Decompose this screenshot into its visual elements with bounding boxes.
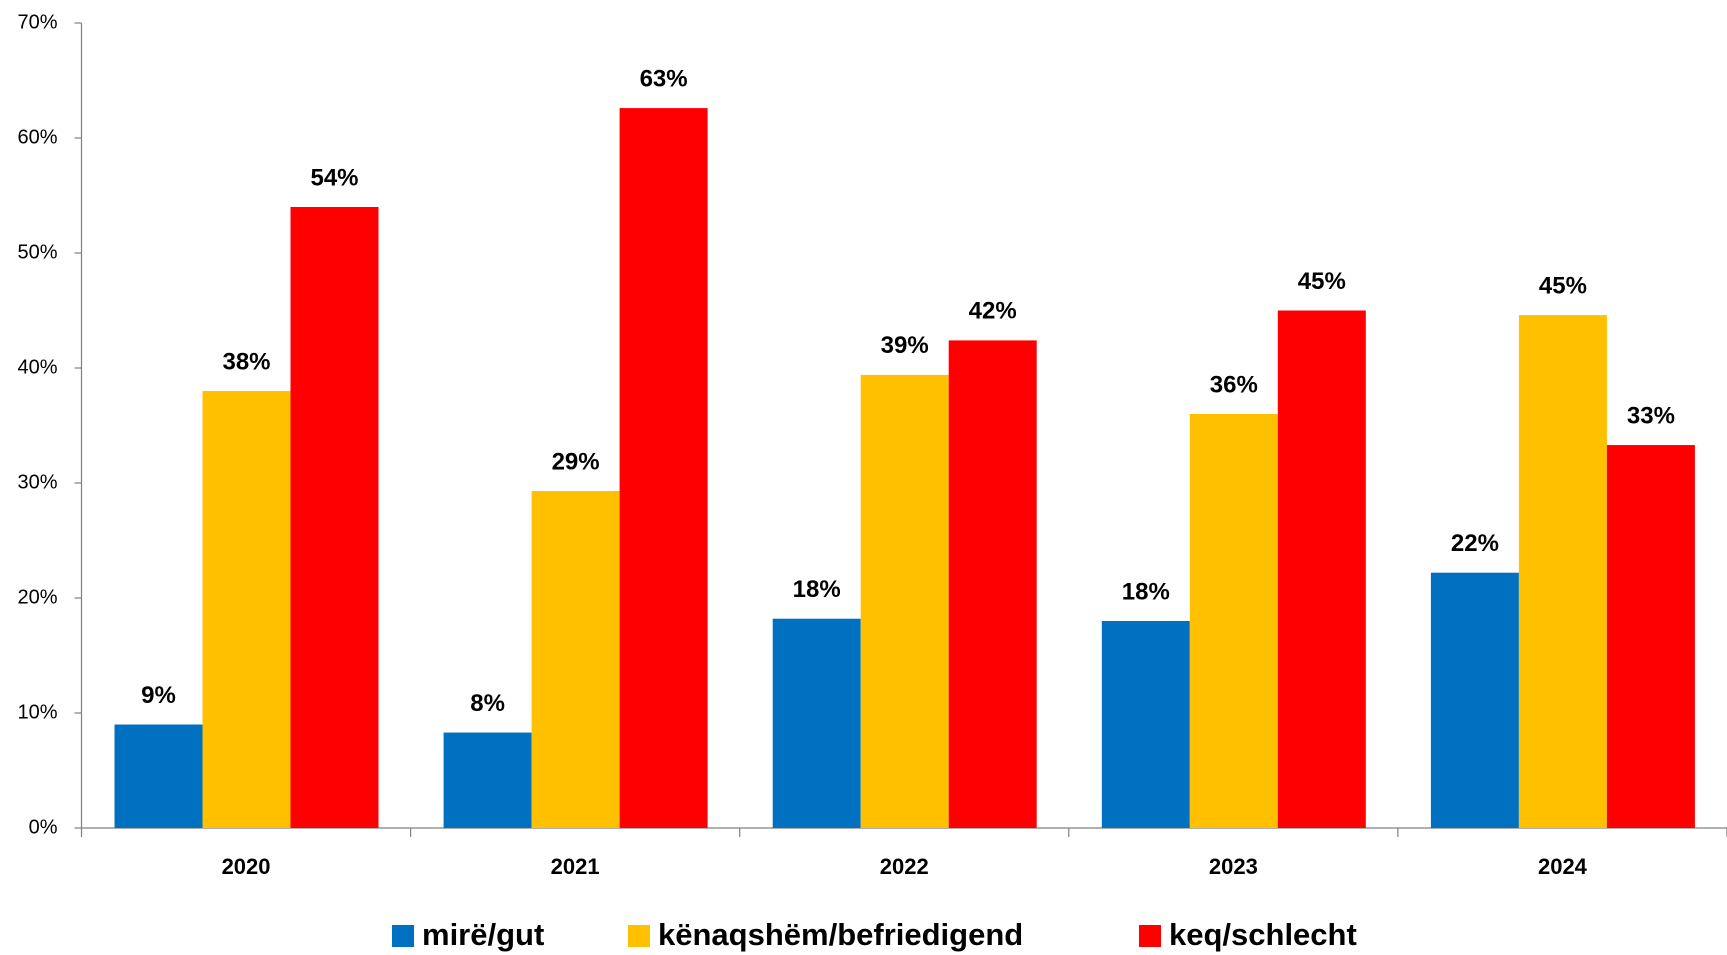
legend-label: kënaqshëm/befriedigend — [658, 917, 1023, 952]
data-label: 22% — [1451, 530, 1499, 557]
data-label: 45% — [1298, 268, 1346, 295]
x-tick-label: 2021 — [551, 854, 600, 879]
data-label: 18% — [1122, 578, 1170, 605]
data-label: 63% — [640, 65, 688, 92]
bar — [860, 374, 949, 828]
x-tick-label: 2023 — [1209, 854, 1258, 879]
bar — [1606, 445, 1695, 828]
data-label: 54% — [310, 164, 358, 191]
x-tick-label: 2024 — [1538, 854, 1588, 879]
legend-swatch — [392, 925, 414, 947]
y-tick-label: 70% — [17, 11, 57, 33]
data-label: 33% — [1627, 402, 1675, 429]
data-label: 36% — [1210, 371, 1258, 398]
data-label: 18% — [793, 576, 841, 603]
bar — [1189, 414, 1278, 828]
bar — [114, 724, 203, 828]
data-label: 42% — [969, 298, 1017, 325]
bar — [290, 207, 379, 828]
data-label: 45% — [1539, 272, 1587, 299]
bar — [1430, 572, 1519, 828]
y-tick-label: 20% — [17, 586, 57, 608]
bar — [772, 618, 861, 828]
data-label: 39% — [881, 332, 929, 359]
legend-swatch — [1139, 925, 1161, 947]
legend-label: keq/schlecht — [1169, 917, 1357, 952]
data-label: 29% — [552, 448, 600, 475]
bar — [443, 732, 532, 828]
x-tick-label: 2022 — [880, 854, 929, 879]
y-tick-label: 60% — [17, 126, 57, 148]
legend-swatch — [628, 925, 650, 947]
bar — [202, 391, 291, 828]
y-tick-label: 30% — [17, 471, 57, 493]
y-tick-label: 0% — [29, 816, 58, 838]
data-label: 9% — [141, 682, 176, 709]
bar — [531, 491, 620, 828]
data-label: 8% — [470, 690, 505, 717]
y-tick-label: 40% — [17, 356, 57, 378]
x-tick-label: 2020 — [222, 854, 271, 879]
bar — [1518, 315, 1607, 829]
y-tick-label: 10% — [17, 701, 57, 723]
bar — [619, 108, 708, 829]
data-label: 38% — [222, 348, 270, 375]
bar — [1101, 621, 1190, 828]
y-tick-label: 50% — [17, 241, 57, 263]
bar — [1277, 310, 1366, 828]
bar — [948, 340, 1037, 828]
legend-label: mirë/gut — [422, 917, 544, 952]
